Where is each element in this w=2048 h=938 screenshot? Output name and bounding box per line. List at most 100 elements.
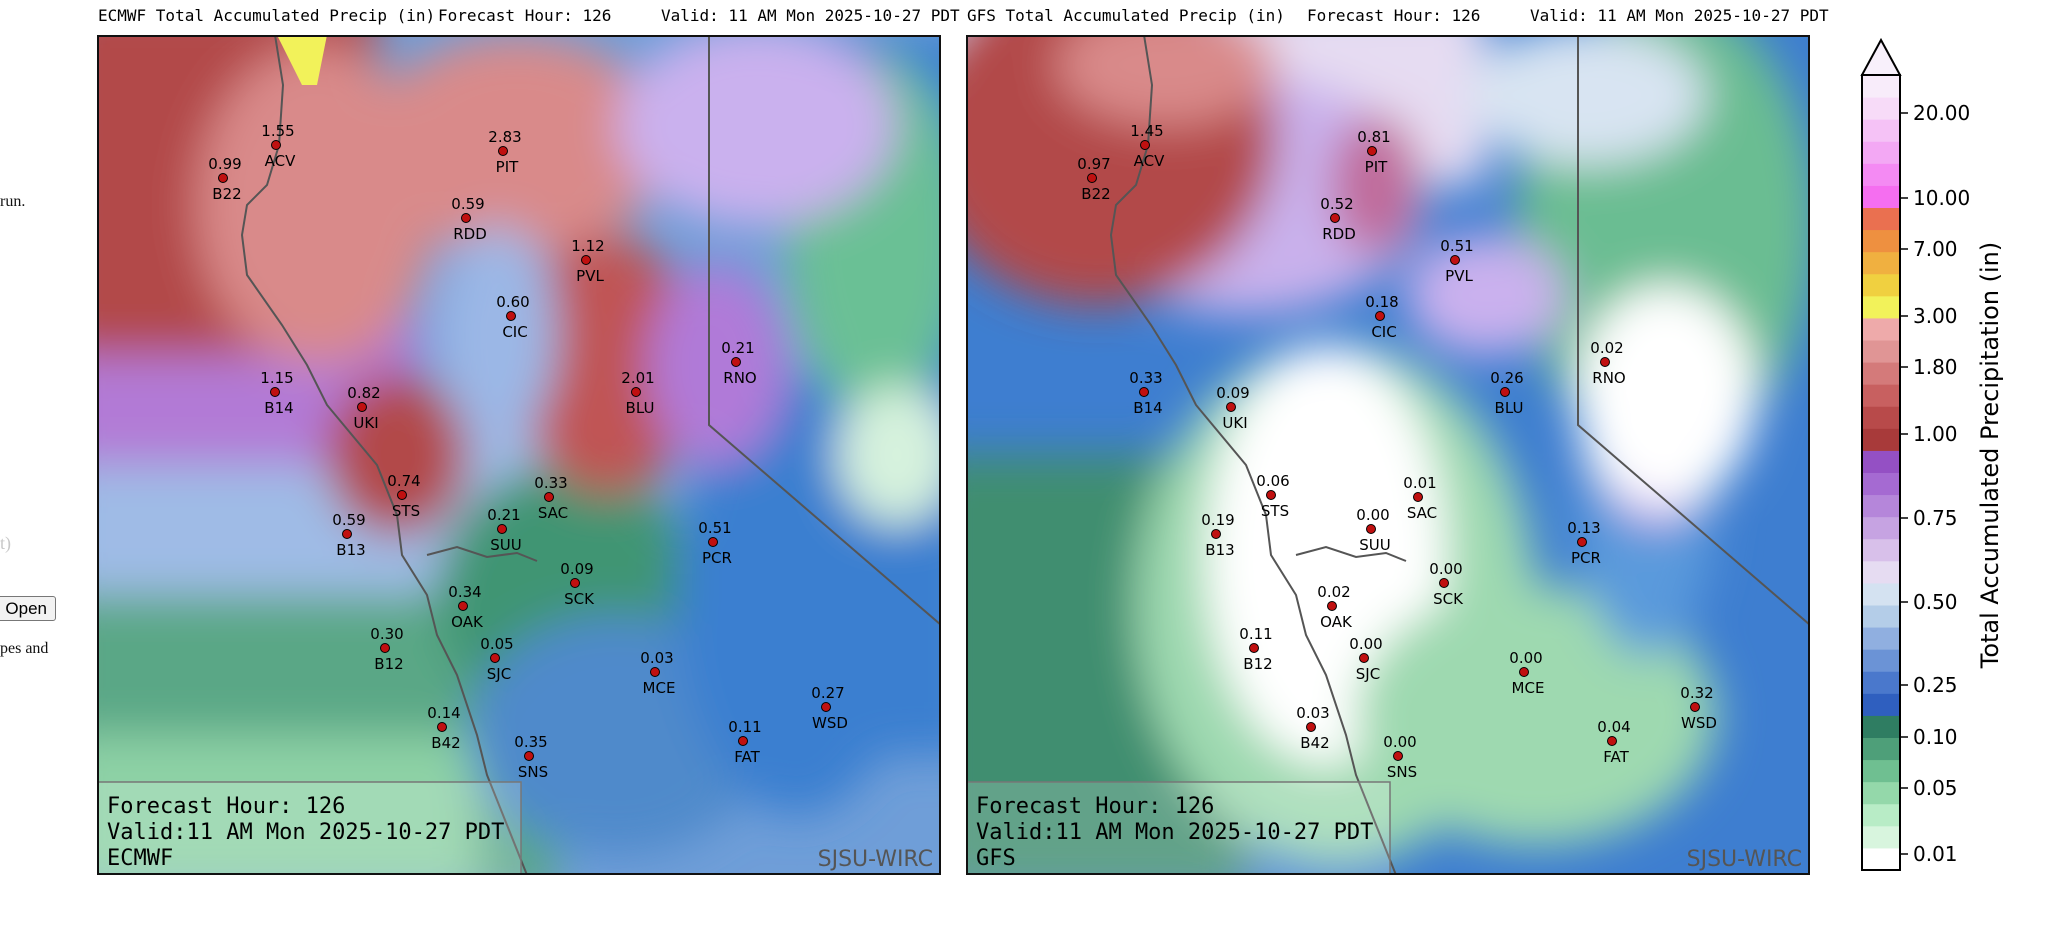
station-dot	[631, 387, 641, 397]
station-dot	[270, 387, 280, 397]
station-code: FAT	[734, 748, 760, 766]
station-dot	[821, 702, 831, 712]
station-code: BLU	[1495, 399, 1524, 417]
colorbar-segment	[1862, 759, 1900, 783]
station-value: 0.35	[514, 733, 547, 751]
station-dot	[380, 643, 390, 653]
colorbar-tick-label: 1.80	[1913, 355, 1958, 379]
station-value: 0.11	[728, 718, 761, 736]
station-code: PCR	[702, 549, 732, 567]
station-code: B42	[1300, 734, 1329, 752]
station-code: FAT	[1603, 748, 1629, 766]
colorbar-segment	[1862, 516, 1900, 540]
station-marker-acv: 1.55 ACV	[261, 122, 296, 170]
station-marker-b14: 1.15 B14	[260, 369, 293, 417]
station-value: 0.19	[1201, 511, 1234, 529]
station-marker-fat: 0.04 FAT	[1597, 718, 1630, 766]
station-value: 0.60	[496, 293, 529, 311]
station-dot	[497, 524, 507, 534]
station-value: 0.34	[448, 583, 481, 601]
station-value: 0.14	[427, 704, 460, 722]
station-value: 0.00	[1429, 560, 1462, 578]
station-dot	[1607, 736, 1617, 746]
station-code: PVL	[1445, 267, 1473, 285]
station-value: 0.21	[487, 506, 520, 524]
open-button[interactable]: Open	[0, 596, 56, 621]
colorbar-tick-label: 10.00	[1913, 186, 1970, 210]
colorbar-tick-label: 0.25	[1913, 673, 1958, 697]
station-value: 0.82	[347, 384, 380, 402]
station-marker-sjc: 0.00 SJC	[1349, 635, 1382, 683]
station-code: B22	[212, 185, 241, 203]
station-dot	[524, 751, 534, 761]
colorbar-tick-label: 1.00	[1913, 422, 1958, 446]
station-value: 0.52	[1320, 195, 1353, 213]
station-value: 0.06	[1256, 472, 1289, 490]
station-marker-b42: 0.03 B42	[1296, 704, 1329, 752]
station-dot	[1226, 402, 1236, 412]
station-code: CIC	[502, 323, 527, 341]
colorbar-segment	[1862, 97, 1900, 120]
station-dot	[1393, 751, 1403, 761]
station-marker-sts: 0.06 STS	[1256, 472, 1289, 520]
station-code: SJC	[1356, 665, 1380, 683]
station-marker-rno: 0.21 RNO	[721, 339, 756, 387]
info-box	[97, 781, 522, 875]
station-dot	[1327, 601, 1337, 611]
station-dot	[1600, 357, 1610, 367]
station-dot	[1249, 643, 1259, 653]
station-marker-uki: 0.09 UKI	[1216, 384, 1249, 432]
station-code: RNO	[723, 369, 756, 387]
station-dot	[498, 146, 508, 156]
station-code: SNS	[518, 763, 548, 781]
page-text-fragment: pes and	[0, 640, 49, 657]
colorbar-tick-label: 0.50	[1913, 590, 1958, 614]
station-dot	[1500, 387, 1510, 397]
station-code: SCK	[1433, 590, 1464, 608]
station-code: B14	[264, 399, 293, 417]
colorbar-segment	[1862, 384, 1900, 407]
station-code: MCE	[1512, 679, 1545, 697]
station-dot	[1211, 529, 1221, 539]
station-dot	[1139, 387, 1149, 397]
station-dot	[1375, 311, 1385, 321]
station-dot	[544, 492, 554, 502]
station-code: STS	[392, 502, 420, 520]
colorbar-segment	[1862, 627, 1900, 650]
colorbar-tick-label: 0.05	[1913, 776, 1958, 800]
ecmwf-map: 1.55 ACV 0.99 B22 2.83 PIT 0.59 RDD 1.12 PVL 0.60 C…	[97, 35, 941, 875]
station-dot	[1359, 653, 1369, 663]
station-marker-b13: 0.59 B13	[332, 511, 365, 559]
station-code: B14	[1133, 399, 1162, 417]
colorbar-segment	[1862, 428, 1900, 451]
info-valid: Valid:11 AM Mon 2025-10-27 PDT	[976, 820, 1373, 845]
page-text-fragment: run.	[0, 193, 26, 210]
station-dot	[357, 402, 367, 412]
station-marker-pcr: 0.51 PCR	[698, 519, 732, 567]
station-value: 0.21	[721, 339, 754, 357]
ecmwf-map-panel: 1.55 ACV 0.99 B22 2.83 PIT 0.59 RDD 1.12 PVL 0.60 C…	[97, 35, 941, 875]
station-dot	[342, 529, 352, 539]
station-dot	[1413, 492, 1423, 502]
station-dot	[1690, 702, 1700, 712]
station-code: PIT	[496, 158, 519, 176]
station-code: OAK	[451, 613, 484, 631]
station-dot	[1439, 578, 1449, 588]
station-marker-b14: 0.33 B14	[1129, 369, 1162, 417]
page-text-fragment: t)	[0, 533, 11, 553]
ecmwf-title: ECMWF Total Accumulated Precip (in)	[98, 6, 436, 25]
colorbar-segment	[1862, 340, 1900, 363]
colorbar-tick-label: 7.00	[1913, 237, 1958, 261]
station-value: 0.00	[1356, 506, 1389, 524]
info-box	[966, 781, 1391, 875]
station-marker-pvl: 1.12 PVL	[571, 237, 604, 285]
station-value: 0.33	[1129, 369, 1162, 387]
colorbar: 20.00 10.00 7.00 3.00 1.80 1.00 0.75 0.50 0.25 0.…	[1860, 35, 2010, 879]
station-code: SNS	[1387, 763, 1417, 781]
station-dot	[731, 357, 741, 367]
station-code: UKI	[1222, 414, 1247, 432]
colorbar-segment	[1862, 538, 1900, 562]
colorbar-segment	[1862, 406, 1900, 429]
station-code: RNO	[1592, 369, 1625, 387]
station-marker-cic: 0.18 CIC	[1365, 293, 1398, 341]
